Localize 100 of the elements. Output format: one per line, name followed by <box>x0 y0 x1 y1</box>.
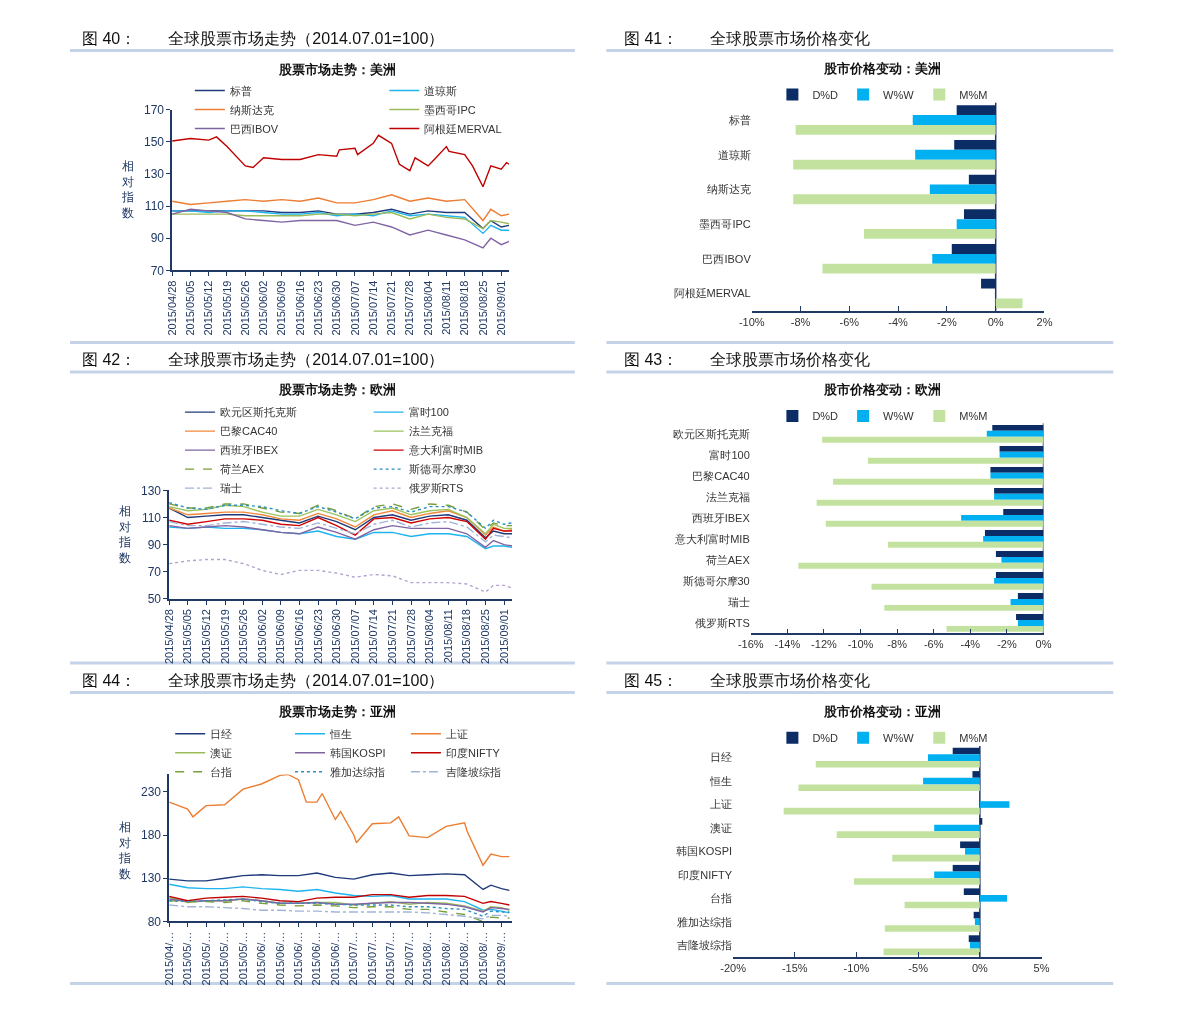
x-tick-label: 2015/06/… <box>328 931 341 986</box>
x-tick-label: 2015/08/04 <box>421 280 434 336</box>
x-tick-label: -6% <box>923 638 944 651</box>
y-tick-label: 墨西哥IPC <box>699 217 751 230</box>
chart-subtitle: 股票市场走势：美洲 <box>278 62 396 77</box>
legend-label: 雅加达综指 <box>330 766 386 779</box>
x-tick-label: 2015/07/14 <box>366 280 379 336</box>
x-tick-label: 2015/05/12 <box>202 280 215 336</box>
x-tick-label: 2015/07/07 <box>348 609 361 665</box>
x-tick-label: 2015/05/26 <box>237 609 250 665</box>
chart-title: 图 45： 全球股票市场价格变化 <box>624 672 871 689</box>
x-tick-label: 2015/08/25 <box>479 609 492 665</box>
x-tick-label: 0% <box>971 961 989 974</box>
x-tick-label: 2015/06/09 <box>274 609 287 665</box>
x-tick-label: 5% <box>1033 961 1050 974</box>
x-tick-label: 2015/05/19 <box>220 280 233 336</box>
x-tick-label: 2015/06/30 <box>330 280 343 336</box>
legend-label: W%W <box>883 88 915 101</box>
y-axis-title: 相对指数 <box>118 820 131 881</box>
legend-label: 富时100 <box>408 406 449 419</box>
x-tick-label: -4% <box>960 638 981 651</box>
y-tick-label: 90 <box>150 231 165 246</box>
legend-label: D%D <box>812 731 839 744</box>
legend-label: 法兰克福 <box>408 425 453 438</box>
x-tick-label: 2015/08/11 <box>441 609 454 664</box>
y-tick-label: 欧元区斯托克斯 <box>672 427 750 440</box>
y-tick-label: 50 <box>147 592 162 607</box>
x-tick-label: 2015/08/18 <box>460 609 473 665</box>
y-tick-label: 道琼斯 <box>717 148 751 161</box>
chart-title: 图 43： 全球股票市场价格变化 <box>624 351 871 368</box>
x-tick-label: 2015/08/… <box>439 931 452 986</box>
chart-subtitle: 股票市场走势：欧洲 <box>278 382 396 397</box>
x-tick-label: -12% <box>811 638 837 651</box>
legend-label: 道琼斯 <box>424 84 458 97</box>
x-tick-label: -16% <box>737 638 764 651</box>
x-tick-label: 2015/07/… <box>347 931 360 986</box>
y-tick-label: 印度NIFTY <box>678 868 733 881</box>
legend-label: 吉隆坡综指 <box>445 766 501 779</box>
x-tick-label: 2015/07/28 <box>403 280 416 336</box>
y-tick-label: 澳证 <box>710 821 733 834</box>
x-tick-label: 2015/07/21 <box>385 280 398 336</box>
legend-label: 欧元区斯托克斯 <box>220 406 297 419</box>
y-tick-label: 90 <box>147 537 162 552</box>
x-tick-label: 2015/09/… <box>495 931 508 986</box>
y-tick-label: 俄罗斯RTS <box>694 616 750 629</box>
legend-label: 韩国KOSPI <box>330 747 386 760</box>
chart-subtitle: 股市价格变动：美洲 <box>823 61 941 76</box>
y-tick-label: 130 <box>143 167 165 182</box>
x-tick-label: -10% <box>738 315 765 328</box>
legend-label: 巴黎CAC40 <box>220 425 278 438</box>
x-tick-label: 2015/05/05 <box>184 280 196 336</box>
y-tick-label: 台指 <box>710 892 733 905</box>
legend-label: 日经 <box>210 728 233 741</box>
legend-label: W%W <box>883 410 915 423</box>
x-tick-label: 2015/06/23 <box>311 609 324 665</box>
legend-label: 恒生 <box>329 728 353 741</box>
chart-subtitle: 股票市场走势：亚洲 <box>278 704 396 719</box>
y-tick-label: 150 <box>143 134 165 149</box>
y-tick-label: 230 <box>141 784 162 799</box>
x-tick-label: 2015/08/… <box>458 931 471 986</box>
y-tick-label: 80 <box>147 914 162 929</box>
y-tick-label: 雅加达综指 <box>677 915 733 928</box>
y-tick-label: 180 <box>141 828 162 843</box>
y-tick-label: 巴黎CAC40 <box>692 469 750 482</box>
y-tick-label: 130 <box>141 871 162 886</box>
y-tick-label: 巴西IBOV <box>702 252 752 265</box>
y-tick-label: 韩国KOSPI <box>676 845 733 858</box>
y-axis-title: 相对指数 <box>118 504 131 565</box>
x-tick-label: -10% <box>847 638 874 651</box>
y-tick-label: 标普 <box>727 113 751 126</box>
legend-label: 俄罗斯RTS <box>408 482 464 495</box>
x-tick-label: 2015/08/04 <box>423 609 436 665</box>
x-tick-label: 2015/07/21 <box>386 609 399 665</box>
x-tick-label: 0% <box>987 315 1004 328</box>
legend-label: 澳证 <box>210 747 233 760</box>
legend-label: 印度NIFTY <box>445 747 501 760</box>
x-tick-label: 2015/06/… <box>273 931 286 986</box>
x-tick-label: -4% <box>888 315 909 328</box>
x-tick-label: 2015/08/… <box>421 931 434 986</box>
y-tick-label: 70 <box>147 564 162 579</box>
y-tick-label: 70 <box>150 263 165 278</box>
x-tick-label: 2% <box>1036 315 1053 328</box>
x-tick-label: 2015/04/28 <box>165 280 178 336</box>
legend-label: M%M <box>959 410 988 423</box>
x-tick-label: -8% <box>887 638 908 651</box>
x-tick-label: -14% <box>774 638 801 651</box>
y-tick-label: 130 <box>141 483 162 498</box>
y-tick-label: 富时100 <box>709 448 750 461</box>
legend-label: 巴西IBOV <box>229 122 279 135</box>
y-tick-label: 瑞士 <box>727 595 750 608</box>
legend-label: D%D <box>812 410 839 423</box>
y-tick-label: 法兰克福 <box>705 490 750 503</box>
y-tick-label: 吉隆坡综指 <box>677 939 733 952</box>
x-tick-label: 2015/07/07 <box>348 280 361 336</box>
x-tick-label: 2015/06/09 <box>275 280 288 336</box>
x-tick-label: 2015/06/02 <box>257 280 270 336</box>
legend-label: 墨西哥IPC <box>424 103 476 116</box>
x-tick-label: 2015/05/… <box>236 931 249 986</box>
y-tick-label: 西班牙IBEX <box>691 511 751 524</box>
legend-label: 意大利富时MIB <box>407 444 484 457</box>
